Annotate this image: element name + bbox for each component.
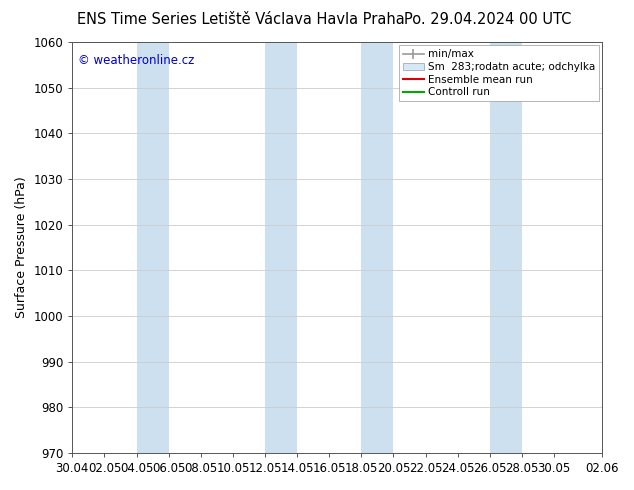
Legend: min/max, Sm  283;rodatn acute; odchylka, Ensemble mean run, Controll run: min/max, Sm 283;rodatn acute; odchylka, … — [399, 45, 599, 101]
Bar — [361, 42, 394, 453]
Bar — [490, 42, 522, 453]
Bar — [602, 42, 634, 453]
Text: ENS Time Series Letiště Václava Havla Praha: ENS Time Series Letiště Václava Havla Pr… — [77, 12, 404, 27]
Text: © weatheronline.cz: © weatheronline.cz — [77, 54, 194, 68]
Text: Po. 29.04.2024 00 UTC: Po. 29.04.2024 00 UTC — [404, 12, 572, 27]
Y-axis label: Surface Pressure (hPa): Surface Pressure (hPa) — [15, 176, 28, 318]
Bar — [265, 42, 297, 453]
Bar — [136, 42, 169, 453]
